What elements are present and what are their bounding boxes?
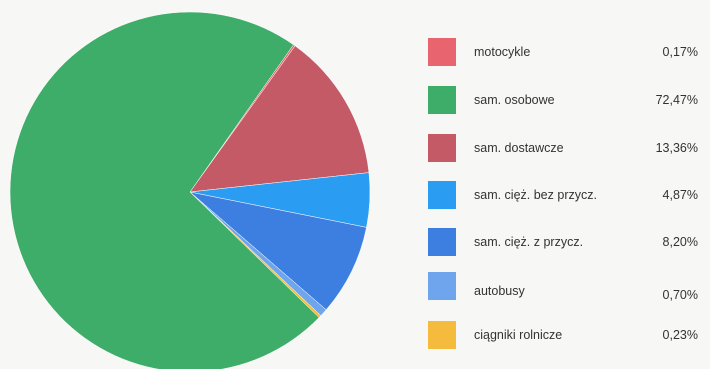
legend-swatch [428,86,456,114]
legend-item-ciagniki-rolnicze: ciągniki rolnicze 0,23% [428,321,710,351]
legend-value: 4,87% [662,188,698,202]
legend-swatch [428,272,456,300]
legend-value: 0,23% [662,328,698,342]
legend-swatch [428,321,456,349]
slice-sam-ciez-z-przycz [189,191,367,311]
slice-sam-dostawcze [189,45,370,193]
legend-item-sam-dostawcze: sam. dostawcze 13,36% [428,134,710,164]
slice-sam-osobowe [9,11,320,369]
legend-swatch [428,181,456,209]
legend-item-sam-ciez-z-przycz: sam. cięż. z przycz. 8,20% [428,228,710,258]
legend-value: 0,17% [662,45,698,59]
legend-label: sam. cięż. bez przycz. [474,188,597,202]
legend-swatch [428,134,456,162]
pie-chart [9,11,371,369]
legend-label: sam. dostawcze [474,141,564,155]
legend-label: motocykle [474,45,531,59]
legend-value: 8,20% [662,235,698,249]
legend-item-sam-osobowe: sam. osobowe 72,47% [428,86,710,116]
legend-swatch [428,228,456,256]
legend-value: 0,70% [662,288,698,302]
legend-item-autobusy: autobusy 0,70% [428,272,710,302]
legend-swatch [428,38,456,66]
legend-label: sam. osobowe [474,93,555,107]
legend-label: ciągniki rolnicze [474,328,563,342]
legend-value: 13,36% [655,141,698,155]
legend-item-motocykle: motocykle 0,17% [428,38,710,68]
legend-value: 72,47% [655,93,698,107]
legend-label: sam. cięż. z przycz. [474,235,584,249]
legend-item-sam-ciez-bez-przycz: sam. cięż. bez przycz. 4,87% [428,181,710,211]
legend-label: autobusy [474,284,525,298]
